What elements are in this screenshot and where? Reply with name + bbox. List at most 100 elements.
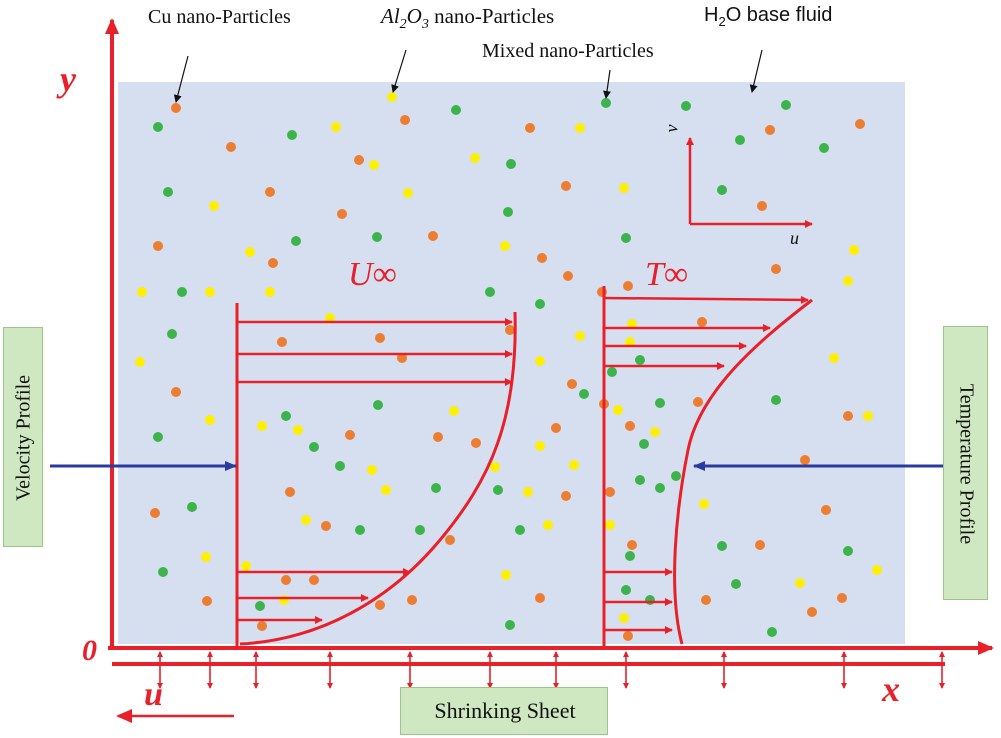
mixed-pointer [603, 69, 611, 99]
cu-particle [837, 593, 847, 603]
cu-particle [354, 155, 364, 165]
cu-particle [755, 540, 765, 550]
al2o3-particle [569, 460, 579, 470]
t-infinity-symbol: T [645, 256, 664, 293]
al2o3-particle [625, 337, 635, 347]
cu-particle [375, 600, 385, 610]
cu-particle [807, 607, 817, 617]
cu-label: Cu nano-Particles [148, 6, 291, 28]
al2o3-label: Al2O3 nano-Particles [381, 4, 554, 33]
particles-layer [135, 92, 882, 641]
mixed-particle [291, 236, 301, 246]
origin-label: 0 [82, 634, 97, 667]
mixed-particle [681, 101, 691, 111]
cu-particle [537, 253, 547, 263]
cu-particle [285, 487, 295, 497]
al2o3-particle [137, 287, 147, 297]
mixed-particle [287, 130, 297, 140]
al2o3-particle [490, 462, 500, 472]
al2o3-particle [795, 578, 805, 588]
al2o3-sub1: 2 [399, 17, 407, 33]
mixed-particle [355, 525, 365, 535]
t-infinity-label: T∞ [645, 256, 688, 294]
cu-particle [433, 432, 443, 442]
al2o3-sub2: 3 [421, 17, 429, 33]
cu-particle [525, 123, 535, 133]
mixed-particle [515, 525, 525, 535]
velocity-arrows [237, 318, 513, 624]
mixed-particle [505, 620, 515, 630]
al2o3-particle [245, 247, 255, 257]
al2o3-particle [387, 92, 397, 102]
mixed-particle [717, 185, 727, 195]
al2o3-particle [201, 552, 211, 562]
mixed-particle [635, 355, 645, 365]
mixed-particle [655, 398, 665, 408]
mixed-particle [415, 525, 425, 535]
cu-particle [397, 353, 407, 363]
al2o3-tail: nano-Particles [428, 4, 555, 28]
mixed-particle [158, 567, 168, 577]
cu-particle [605, 487, 615, 497]
h2o-h: H [704, 4, 719, 26]
mixed-particle [535, 299, 545, 309]
al2o3-particle [501, 570, 511, 580]
cu-particle [843, 411, 853, 421]
al2o3-particle [279, 595, 289, 605]
t-infinity-subscript: ∞ [663, 256, 689, 293]
cu-particle [337, 209, 347, 219]
mixed-particle [309, 442, 319, 452]
mixed-particle [485, 287, 495, 297]
mixed-particle [639, 439, 649, 449]
mixed-particle [167, 329, 177, 339]
mixed-particle [635, 475, 645, 485]
al2o3-particle [369, 160, 379, 170]
cu-particle [693, 397, 703, 407]
cu-particle [202, 596, 212, 606]
cu-particle [567, 379, 577, 389]
mixed-particle [645, 595, 655, 605]
cu-pointer [173, 55, 189, 103]
cu-particle [771, 264, 781, 274]
mixed-label: Mixed nano-Particles [482, 40, 654, 62]
mixed-particle [731, 579, 741, 589]
al2o3-particle [650, 427, 660, 437]
cu-particle [623, 281, 633, 291]
al2o3-particle [575, 331, 585, 341]
cu-particle [265, 187, 275, 197]
cu-particle [321, 521, 331, 531]
cu-particle [153, 241, 163, 251]
al2o3-particle [699, 499, 709, 509]
h2o-pointer [749, 49, 763, 93]
mixed-particle [717, 541, 727, 551]
mixed-particle [372, 232, 382, 242]
fluid-region [118, 82, 905, 644]
al2o3-particle [265, 287, 275, 297]
al2o3-particle [535, 356, 545, 366]
cu-particle [445, 535, 455, 545]
al2o3-particle [470, 153, 480, 163]
cu-particle [757, 201, 767, 211]
al2o3-particle [575, 123, 585, 133]
cu-particle [563, 271, 573, 281]
cu-particle [625, 421, 635, 431]
cu-particle [561, 491, 571, 501]
mixed-particle [771, 395, 781, 405]
al2o3-al: Al [381, 4, 400, 28]
mixed-particle [625, 551, 635, 561]
cu-particle [277, 337, 287, 347]
mixed-particle [177, 287, 187, 297]
cu-particle [800, 455, 810, 465]
temperature-profile-label: Temperature Profile [955, 383, 978, 545]
mixed-particle [621, 233, 631, 243]
al2o3-particle [627, 319, 637, 329]
mixed-particle [607, 367, 617, 377]
al2o3-particle [613, 405, 623, 415]
al2o3-particle [605, 520, 615, 530]
al2o3-particle [367, 465, 377, 475]
mixed-particle [621, 585, 631, 595]
cu-particle [701, 595, 711, 605]
temperature-profile-curve [673, 298, 813, 645]
cu-particle [400, 115, 410, 125]
mixed-particle [187, 502, 197, 512]
